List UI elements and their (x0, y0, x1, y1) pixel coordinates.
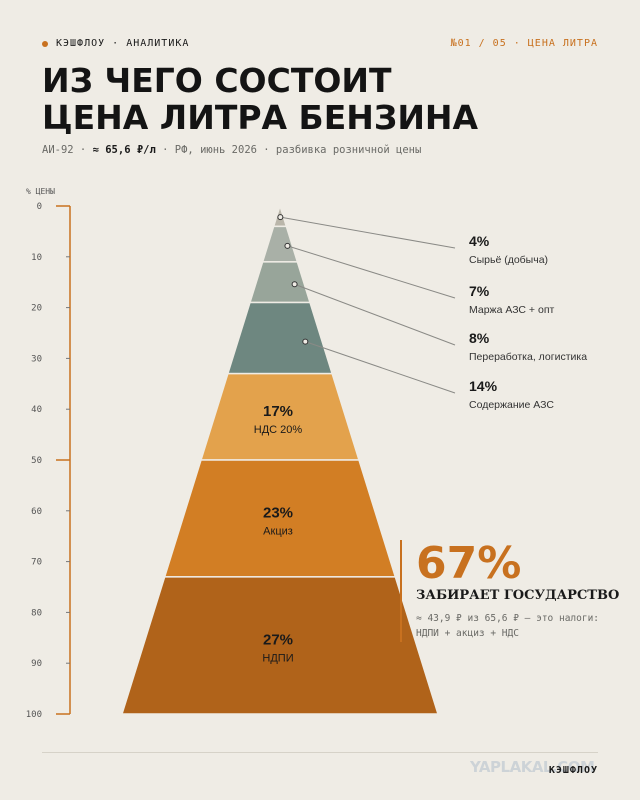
top-bar: КЭШФЛОУ · АНАЛИТИКА №01 / 05 · ЦЕНА ЛИТР… (42, 38, 598, 52)
y-tick-label: 50 (31, 456, 42, 466)
segment-name-label: НДС 20% (254, 424, 303, 436)
government-note: ≈ 43,9 ₽ из 65,6 ₽ — это налоги: НДПИ + … (416, 613, 600, 639)
y-tick-label: 0 (37, 202, 42, 212)
y-tick-label: 100 (26, 710, 42, 720)
y-tick-label: 40 (31, 405, 42, 415)
brand-label: КЭШФЛОУ · АНАЛИТИКА (56, 38, 190, 49)
footer-brand: КЭШФЛОУ (548, 765, 598, 776)
callout-name-label: Переработка, логистика (469, 351, 587, 363)
callout-dot (277, 214, 284, 221)
pyramid-segment (261, 225, 299, 263)
y-axis-title: % ЦЕНЫ (26, 187, 55, 196)
subtitle-context: · РФ, июнь 2026 · разбивка розничной цен… (162, 144, 422, 156)
government-percent: 67% (416, 538, 522, 589)
callout-dot (284, 242, 291, 249)
segment-name-label: НДПИ (262, 652, 293, 664)
callout-leader-line (305, 341, 456, 394)
government-share-panel: 67% ЗАБИРАЕТ ГОСУДАРСТВО ≈ 43,9 ₽ из 65,… (400, 540, 636, 642)
y-tick-label: 10 (31, 253, 42, 263)
callout-name-label: Содержание АЗС (469, 399, 554, 411)
callout-name-label: Маржа АЗС + опт (469, 304, 555, 316)
segment-name-label: Акциз (263, 525, 293, 537)
pyramid-segment (226, 301, 334, 375)
pyramid-segment (248, 261, 312, 304)
callout-value-label: 4% (469, 233, 490, 249)
y-tick-label: 80 (31, 608, 42, 618)
pyramid-segment (120, 576, 440, 715)
title-line-1: ИЗ ЧЕГО СОСТОИТ (42, 61, 392, 100)
y-tick-label: 90 (31, 659, 42, 669)
callout-value-label: 7% (469, 283, 490, 299)
segment-value-label: 27% (263, 631, 293, 648)
y-tick-label: 30 (31, 354, 42, 364)
callout-leader-line (287, 245, 456, 299)
callout-value-label: 14% (469, 378, 498, 394)
y-tick-label: 20 (31, 304, 42, 314)
y-tick-label: 70 (31, 558, 42, 568)
slide-counter: №01 / 05 · ЦЕНА ЛИТРА (450, 38, 598, 49)
brand-dot-icon (42, 41, 48, 47)
title-line-2: ЦЕНА ЛИТРА БЕНЗИНА (42, 98, 479, 137)
callout-leader-line (280, 216, 456, 249)
subtitle: АИ-92 · ≈ 65,6 ₽/л · РФ, июнь 2026 · раз… (42, 144, 602, 156)
callout-name-label: Сырьё (добыча) (469, 254, 548, 266)
footer-divider (42, 752, 598, 753)
y-tick-label: 60 (31, 507, 42, 517)
subtitle-price: ≈ 65,6 ₽/л (92, 144, 156, 156)
callout-leader-line (294, 283, 456, 346)
watermark-logo: YAPLAKAL.COM (470, 758, 595, 776)
subtitle-fuel: АИ-92 · (42, 144, 87, 156)
callout-dot (302, 338, 309, 345)
segment-value-label: 23% (263, 504, 293, 521)
government-label: ЗАБИРАЕТ ГОСУДАРСТВО (416, 588, 620, 603)
callout-dot (291, 281, 298, 288)
callout-value-label: 8% (469, 330, 490, 346)
page-title: ИЗ ЧЕГО СОСТОИТ ЦЕНА ЛИТРА БЕНЗИНА (42, 62, 602, 136)
segment-value-label: 17% (263, 403, 293, 420)
